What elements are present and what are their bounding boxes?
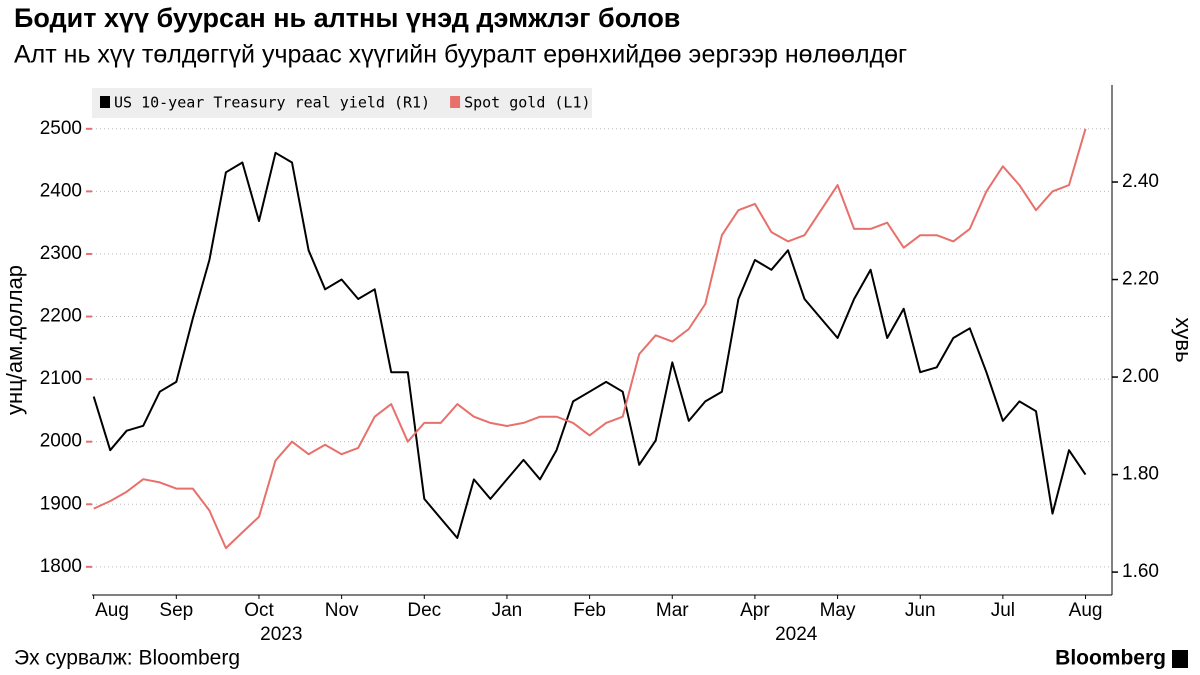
brand-icon bbox=[1172, 650, 1188, 668]
legend-label: US 10-year Treasury real yield (R1) bbox=[114, 94, 430, 112]
legend-swatch bbox=[100, 96, 110, 108]
x-tick-label: Nov bbox=[325, 600, 359, 621]
y-tick-label: 1800 bbox=[40, 556, 82, 577]
x-tick-label: Aug bbox=[95, 600, 129, 621]
x-tick-label: Sep bbox=[159, 600, 193, 621]
source: Эх сурвалж: Bloomberg bbox=[14, 647, 240, 670]
y-axis-label: унц/ам.доллар bbox=[2, 265, 27, 415]
y-tick-label: 2400 bbox=[40, 180, 82, 201]
x-tick-label: Jan bbox=[492, 600, 523, 621]
y-tick-label: 2300 bbox=[40, 243, 82, 264]
y2-tick-label: 2.00 bbox=[1122, 366, 1159, 387]
x-tick-label: Feb bbox=[573, 600, 606, 621]
x-tick-label: Aug bbox=[1069, 600, 1103, 621]
y-tick-label: 2000 bbox=[40, 431, 82, 452]
x-tick-label: Dec bbox=[407, 600, 441, 621]
y-tick-label: 2100 bbox=[40, 368, 82, 389]
brand: Bloomberg bbox=[1055, 647, 1166, 670]
y-tick-label: 1900 bbox=[40, 493, 82, 514]
legend-label: Spot gold (L1) bbox=[464, 94, 590, 112]
x-tick-label: Jun bbox=[905, 600, 936, 621]
x-tick-label: Oct bbox=[244, 600, 274, 621]
series-line bbox=[93, 128, 1087, 550]
chart-title: Бодит хүү буурсан нь алтны үнэд дэмжлэг … bbox=[14, 3, 680, 33]
y-tick-label: 2200 bbox=[40, 306, 82, 327]
x-tick-label: May bbox=[820, 600, 856, 621]
y2-tick-label: 2.20 bbox=[1122, 269, 1159, 290]
x-tick-label: Apr bbox=[740, 600, 770, 621]
y2-axis-label: хувь bbox=[1171, 317, 1196, 362]
y-tick-label: 2500 bbox=[40, 118, 82, 139]
x-tick-label: Mar bbox=[656, 600, 689, 621]
series-line bbox=[92, 151, 1087, 539]
legend-swatch bbox=[450, 96, 461, 108]
y2-tick-label: 1.60 bbox=[1122, 561, 1159, 582]
x-tick-label: Jul bbox=[991, 600, 1015, 621]
x-year-label: 2024 bbox=[775, 624, 818, 645]
y2-tick-label: 1.80 bbox=[1122, 464, 1159, 485]
x-year-label: 2023 bbox=[260, 624, 302, 645]
y2-tick-label: 2.40 bbox=[1122, 171, 1159, 192]
chart-subtitle: Алт нь хүү төлдөггүй учраас хүүгийн буур… bbox=[14, 41, 907, 69]
legend-box bbox=[92, 88, 592, 118]
